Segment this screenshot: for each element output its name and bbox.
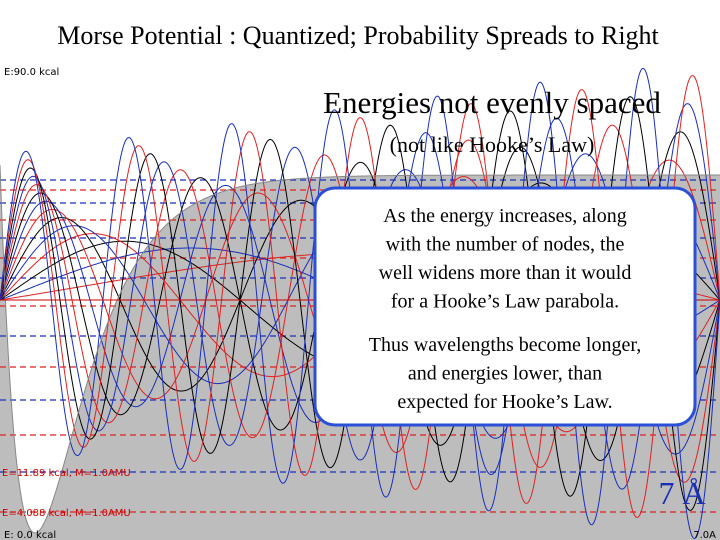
- callout-line: for a Hooke’s Law parabola.: [391, 291, 619, 313]
- callout-box: [313, 186, 697, 427]
- wavefunction: [0, 131, 720, 461]
- potential-curve: [0, 165, 720, 534]
- axis-label: 7.0A: [693, 530, 716, 540]
- energy-label: E: 0.0 kcal: [4, 530, 56, 540]
- callout-line: with the number of nodes, the: [386, 234, 625, 256]
- callout-text: As the energy increases, along with the n…: [369, 205, 641, 413]
- energy-label: E=4.088 kcal, M=1.0AMU: [2, 508, 131, 519]
- callout-line: and energies lower, than: [408, 363, 602, 385]
- energy-label: E=11.89 kcal, M=1.0AMU: [2, 468, 131, 479]
- scale-label: 7 Å: [658, 475, 705, 511]
- callout-line: Thus wavelengths become longer,: [369, 334, 641, 356]
- energy-label: E:90.0 kcal: [4, 67, 59, 78]
- callout-line: well widens more than it would: [379, 262, 632, 284]
- callout-line: As the energy increases, along: [383, 205, 626, 227]
- subheading: (not like Hooke’s Law): [390, 132, 595, 157]
- callout-line: expected for Hooke’s Law.: [397, 391, 612, 413]
- headline: Energies not evenly spaced: [323, 85, 661, 120]
- slide-title: Morse Potential : Quantized; Probability…: [57, 21, 659, 50]
